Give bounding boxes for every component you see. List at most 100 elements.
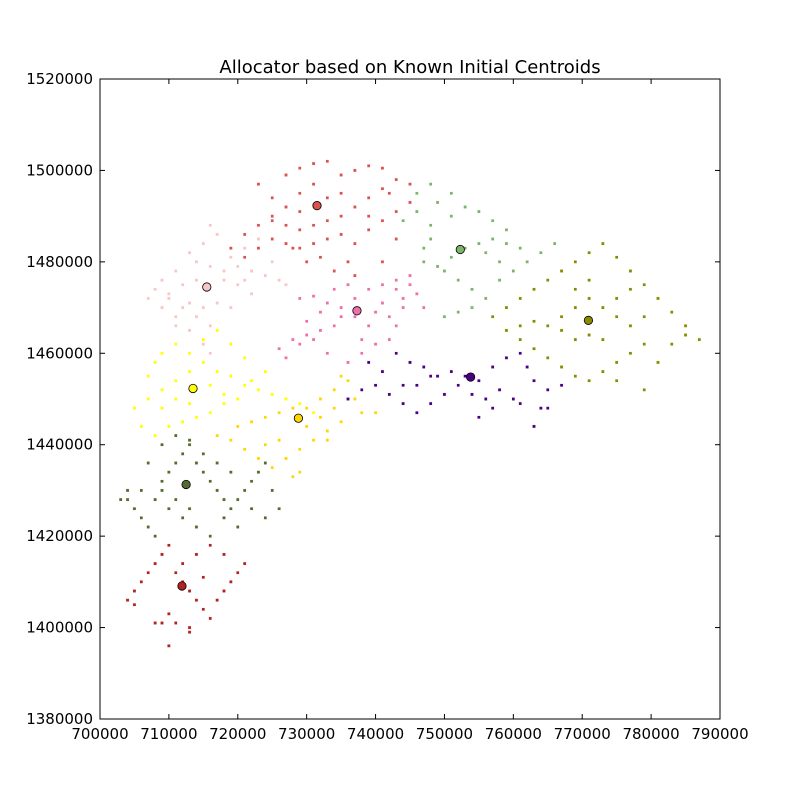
data-point <box>346 378 350 383</box>
data-point <box>587 333 591 337</box>
data-point <box>118 497 123 502</box>
data-point <box>525 365 529 369</box>
centroid-cluster-red-north <box>312 201 322 211</box>
data-point <box>173 342 178 346</box>
data-point <box>180 305 185 310</box>
data-point <box>208 223 213 228</box>
y-tick-label: 1500000 <box>26 161 93 179</box>
x-tick-label: 740000 <box>347 725 404 743</box>
data-point <box>456 383 461 388</box>
data-point <box>160 488 164 493</box>
data-point <box>428 223 433 228</box>
data-point <box>277 506 281 511</box>
data-point <box>587 296 591 301</box>
data-point <box>387 337 392 342</box>
data-point <box>683 333 688 337</box>
centroid-cluster-pink-light <box>202 282 212 292</box>
data-point <box>153 433 157 438</box>
data-point <box>394 209 399 214</box>
data-point <box>545 406 550 410</box>
data-point <box>559 328 564 333</box>
data-point <box>421 305 426 310</box>
data-point <box>167 292 171 296</box>
data-point <box>277 438 281 442</box>
data-point <box>263 369 268 374</box>
data-point <box>173 269 178 273</box>
data-point <box>366 196 371 200</box>
data-point <box>215 301 219 305</box>
data-point <box>201 607 206 612</box>
data-point <box>256 388 261 392</box>
data-point <box>194 260 199 264</box>
data-point <box>304 406 309 410</box>
data-point <box>332 287 337 292</box>
data-point <box>201 575 206 580</box>
data-point <box>483 397 488 401</box>
data-point <box>125 497 130 502</box>
data-point <box>194 552 199 557</box>
data-point <box>408 360 412 365</box>
data-point <box>325 429 330 433</box>
data-point <box>208 351 213 356</box>
data-point <box>490 406 495 410</box>
data-point <box>518 337 523 342</box>
data-point <box>132 406 137 410</box>
data-point <box>201 305 206 310</box>
data-point <box>215 598 219 602</box>
data-point <box>208 616 213 621</box>
data-point <box>291 246 295 250</box>
y-tick-label: 1520000 <box>26 70 93 88</box>
data-point <box>173 570 178 575</box>
series-cluster-pink-light <box>146 223 288 356</box>
data-point <box>277 346 281 351</box>
y-tick-label: 1420000 <box>26 527 93 545</box>
centroids-layer <box>177 201 594 591</box>
data-point <box>573 260 578 264</box>
data-point <box>401 401 405 406</box>
data-point <box>167 296 171 301</box>
data-point <box>297 228 302 232</box>
data-point <box>132 506 137 511</box>
data-point <box>208 479 213 484</box>
data-point <box>697 337 702 342</box>
data-point <box>394 287 399 292</box>
data-point <box>222 516 226 520</box>
data-point <box>187 301 192 305</box>
data-point <box>201 452 206 456</box>
data-point <box>573 305 578 310</box>
x-tick-label: 790000 <box>691 725 748 743</box>
data-point <box>614 360 619 365</box>
centroid-cluster-pink <box>352 306 362 316</box>
data-point <box>284 282 288 287</box>
centroid-cluster-dark-olive <box>181 479 191 490</box>
series-cluster-gold <box>215 374 378 479</box>
data-point <box>339 420 343 424</box>
data-point <box>339 214 343 218</box>
data-point <box>297 342 302 346</box>
data-point <box>332 269 337 273</box>
data-point <box>642 342 647 346</box>
data-point <box>311 182 316 186</box>
data-point <box>628 351 633 356</box>
data-point <box>311 161 316 166</box>
data-point <box>311 337 316 342</box>
data-point <box>332 406 337 410</box>
data-point <box>366 214 371 218</box>
data-point <box>511 269 516 273</box>
data-point <box>229 374 233 378</box>
data-point <box>297 166 302 170</box>
data-point <box>477 378 481 383</box>
data-point <box>187 506 192 511</box>
y-tick-label: 1440000 <box>26 436 93 454</box>
data-point <box>483 250 488 255</box>
data-point <box>366 324 371 328</box>
data-point <box>587 250 591 255</box>
data-point <box>229 580 233 584</box>
data-point <box>256 223 261 228</box>
data-point <box>518 351 523 356</box>
data-point <box>559 383 564 388</box>
data-point <box>359 337 364 342</box>
data-point <box>394 351 399 356</box>
data-point <box>160 552 164 557</box>
data-point <box>256 246 261 250</box>
